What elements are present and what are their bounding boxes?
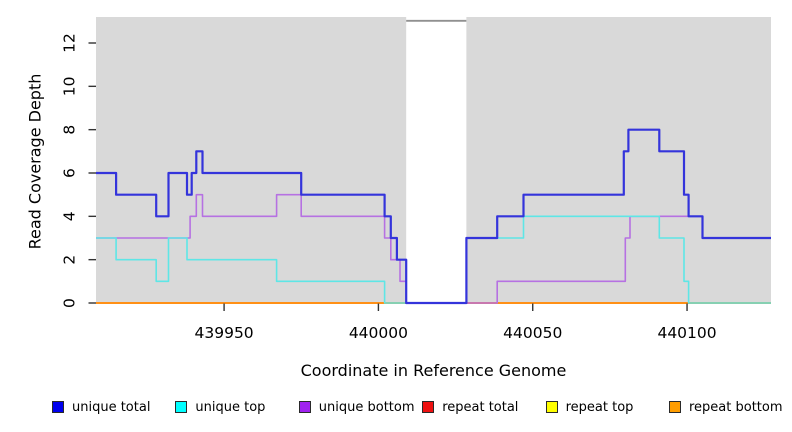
x-tick-label: 440000	[349, 324, 408, 342]
y-axis-title: Read Coverage Depth	[25, 73, 45, 250]
legend-swatch-unique-top	[175, 401, 188, 413]
x-tick-label: 439950	[195, 324, 254, 342]
legend-swatch-unique-bottom	[298, 401, 311, 413]
y-tick-label: 6	[61, 168, 79, 178]
legend-item-unique-top: unique top	[175, 398, 265, 416]
coverage-gap	[406, 17, 467, 302]
legend-swatch-unique-total	[52, 401, 64, 413]
series-line-unique-bottom	[96, 193, 771, 304]
y-tick-label: 12	[61, 33, 79, 53]
legend-swatch-repeat-bottom	[669, 401, 681, 413]
legend-item-unique-bottom: unique bottom	[298, 398, 415, 416]
legend-label: repeat bottom	[689, 399, 783, 415]
y-tick-label: 2	[61, 255, 79, 265]
legend-item-repeat-top: repeat top	[545, 398, 634, 416]
series-line-unique-top	[96, 215, 771, 304]
y-tick-label: 10	[61, 76, 79, 96]
legend-item-repeat-total: repeat total	[422, 398, 518, 416]
legend-label: unique bottom	[318, 399, 415, 415]
series-line-unique-total	[96, 128, 771, 305]
y-tick-label: 0	[61, 298, 79, 308]
x-axis-title: Coordinate in Reference Genome	[300, 361, 567, 380]
legend-item-repeat-bottom: repeat bottom	[669, 398, 783, 416]
chart-legend: unique total unique top unique bottom repea…	[0, 398, 792, 420]
legend-label: unique top	[195, 399, 266, 415]
legend-label: unique total	[72, 399, 151, 415]
x-tick-label: 440100	[657, 324, 716, 342]
legend-swatch-repeat-total	[422, 401, 435, 413]
legend-swatch-repeat-top	[545, 401, 558, 413]
y-tick-label: 8	[61, 125, 79, 135]
x-tick-label: 440050	[503, 324, 562, 342]
legend-item-unique-total: unique total	[52, 398, 150, 416]
y-tick-label: 4	[61, 211, 79, 221]
legend-label: repeat top	[565, 399, 634, 415]
legend-label: repeat total	[442, 399, 519, 415]
